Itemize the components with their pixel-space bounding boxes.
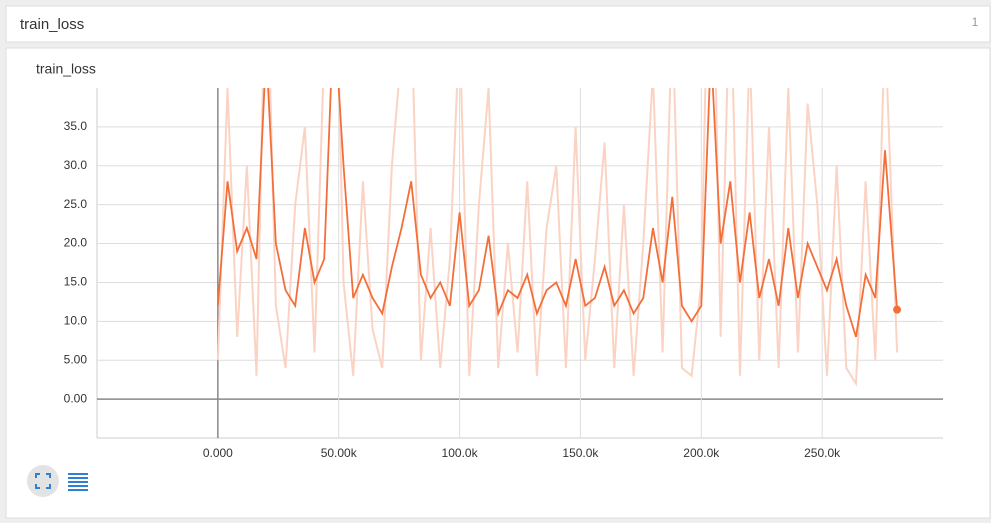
x-tick-label: 0.000	[203, 446, 233, 460]
log-toggle[interactable]	[68, 473, 88, 491]
fit-icon[interactable]	[35, 473, 51, 489]
x-tick-label: 150.0k	[562, 446, 599, 460]
header-bar[interactable]	[5, 5, 991, 43]
y-tick-label: 0.00	[64, 391, 88, 405]
series-line	[216, 88, 898, 338]
y-tick-label: 30.0	[64, 158, 88, 172]
x-tick-label: 50.00k	[321, 446, 358, 460]
y-tick-label: 10.0	[64, 314, 88, 328]
last-point	[893, 305, 902, 314]
chart-title: train_loss	[36, 61, 96, 77]
y-tick-label: 25.0	[64, 197, 88, 211]
x-tick-label: 200.0k	[683, 446, 720, 460]
fit-button[interactable]	[27, 465, 59, 497]
y-tick-label: 5.00	[64, 352, 88, 366]
header-count: 1	[972, 15, 979, 29]
y-tick-label: 15.0	[64, 275, 88, 289]
x-tick-label: 250.0k	[804, 446, 841, 460]
y-tick-label: 35.0	[64, 119, 88, 133]
y-tick-label: 20.0	[64, 236, 88, 250]
card	[5, 47, 991, 519]
x-tick-label: 100.0k	[442, 446, 479, 460]
header-title: train_loss	[20, 16, 84, 33]
